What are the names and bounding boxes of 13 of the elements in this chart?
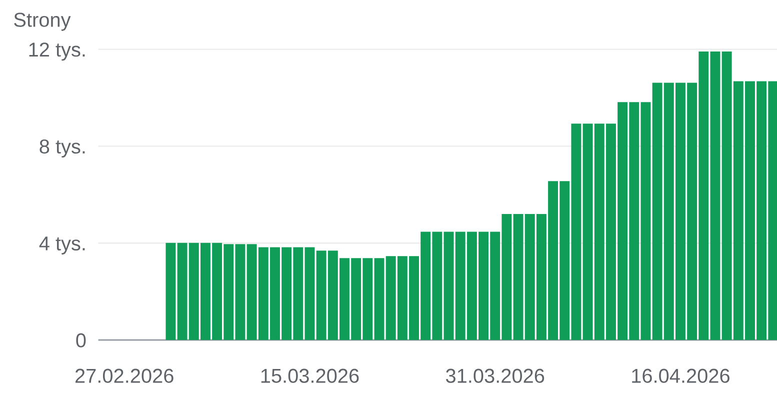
- y-tick-label: 12 tys.: [29, 42, 85, 61]
- y-tick-label: 8 tys.: [40, 139, 85, 158]
- x-tick-label: 31.03.2026: [446, 368, 544, 383]
- bar: [304, 247, 315, 340]
- y-tick-label: 0: [76, 333, 86, 348]
- bar: [166, 242, 176, 340]
- y-tick-label: 4 tys.: [39, 236, 85, 254]
- bar: [444, 232, 454, 340]
- x-tick-label: 16.04.2026: [632, 368, 730, 383]
- y-axis-title: Strony: [14, 12, 71, 31]
- x-tick-label: 15.03.2026: [261, 368, 359, 383]
- bar: [374, 258, 384, 340]
- x-tick-label: 27.02.2026: [76, 368, 174, 383]
